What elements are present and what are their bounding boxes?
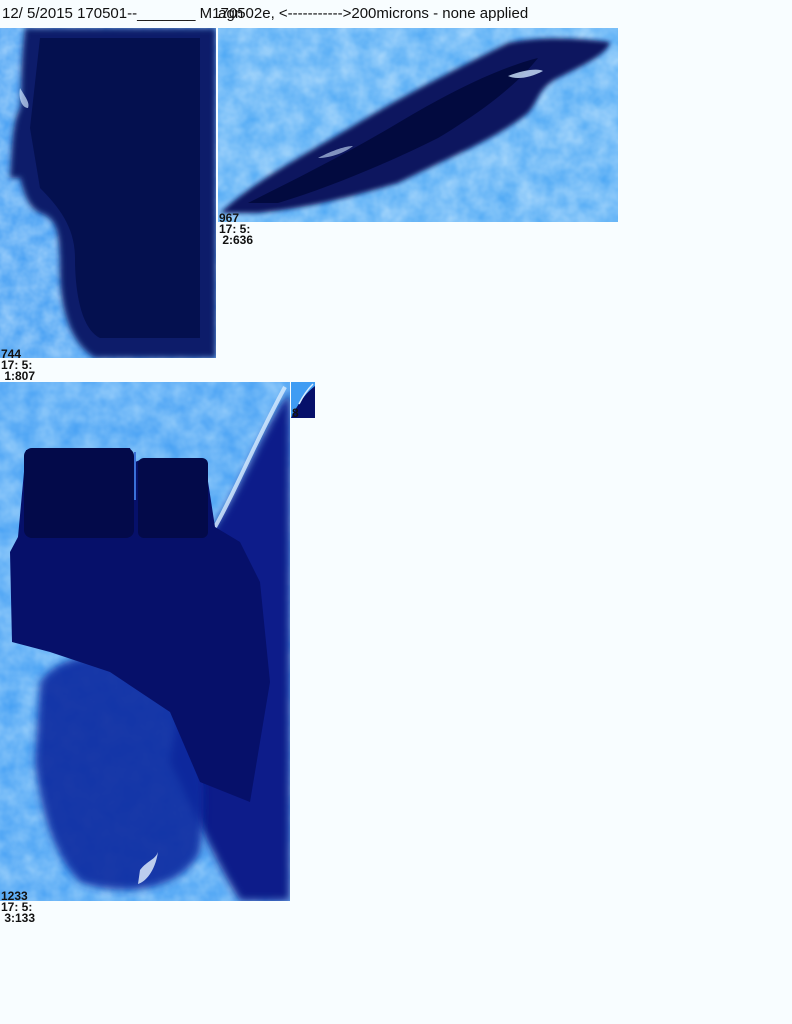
image-3-caption: 1233 17: 5: 3:133 bbox=[1, 891, 35, 924]
image-2-caption: 967 17: 5: 2:636 bbox=[219, 213, 253, 246]
header-right-text: e, <----------->200microns - none applie… bbox=[262, 5, 528, 22]
image-1-caption: 744 17: 5: 1:807 bbox=[1, 349, 35, 382]
micrograph-image-3 bbox=[0, 382, 290, 901]
header-left-text: 12/ 5/2015 170501--_______ M bbox=[2, 5, 212, 22]
micrograph-image-2 bbox=[218, 28, 618, 222]
image-4-caption: 8 bbox=[292, 408, 299, 419]
header-caption: 12/ 5/2015 170501--_______ M 170502 agn … bbox=[2, 5, 528, 23]
header-overlap-b: agn bbox=[218, 5, 243, 23]
micrograph-image-1 bbox=[0, 28, 216, 358]
